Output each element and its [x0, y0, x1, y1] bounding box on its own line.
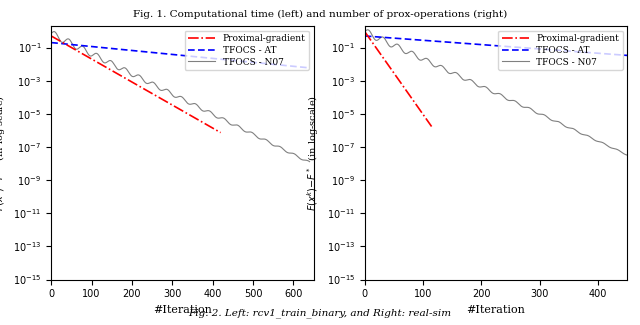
- TFOCS - AT: [486, 43, 493, 47]
- TFOCS - N07: [482, 85, 490, 89]
- Line: TFOCS - N07: TFOCS - N07: [51, 32, 310, 162]
- Line: TFOCS - N07: TFOCS - N07: [365, 30, 627, 155]
- TFOCS - AT: [361, 34, 369, 38]
- TFOCS - N07: [616, 149, 623, 153]
- Proximal-gradient: [55, 38, 63, 42]
- TFOCS - N07: [361, 30, 369, 34]
- TFOCS - N07: [623, 153, 631, 157]
- Line: TFOCS - AT: TFOCS - AT: [365, 36, 627, 55]
- Proximal-gradient: [72, 48, 79, 52]
- TFOCS - N07: [47, 32, 55, 35]
- Text: Fig. 2. Left: rcv1_train_binary, and Right: real-sim: Fig. 2. Left: rcv1_train_binary, and Rig…: [188, 309, 452, 318]
- TFOCS - N07: [251, 133, 259, 136]
- Proximal-gradient: [47, 34, 55, 38]
- TFOCS - N07: [50, 30, 58, 33]
- Y-axis label: $F(x^k){-}F^*$  (in log-scale): $F(x^k){-}F^*$ (in log-scale): [0, 95, 8, 211]
- TFOCS - N07: [489, 91, 497, 95]
- Proximal-gradient: [125, 79, 133, 83]
- TFOCS - AT: [487, 43, 495, 47]
- TFOCS - N07: [616, 149, 623, 153]
- TFOCS - AT: [122, 48, 129, 52]
- X-axis label: #Iteration: #Iteration: [467, 305, 525, 315]
- TFOCS - AT: [72, 43, 79, 47]
- Text: Fig. 1. Computational time (left) and number of prox-operations (right): Fig. 1. Computational time (left) and nu…: [133, 10, 507, 19]
- TFOCS - AT: [623, 53, 631, 57]
- TFOCS - AT: [576, 50, 584, 54]
- TFOCS - N07: [374, 38, 382, 42]
- Legend: Proximal-gradient, TFOCS - AT, TFOCS - N07: Proximal-gradient, TFOCS - AT, TFOCS - N…: [185, 31, 309, 70]
- TFOCS - AT: [47, 41, 55, 45]
- Y-axis label: $F(x^k){-}F^*$  (in log-scale): $F(x^k){-}F^*$ (in log-scale): [305, 95, 321, 211]
- Line: TFOCS - AT: TFOCS - AT: [51, 43, 310, 68]
- Legend: Proximal-gradient, TFOCS - AT, TFOCS - N07: Proximal-gradient, TFOCS - AT, TFOCS - N…: [499, 31, 623, 70]
- TFOCS - AT: [198, 56, 206, 59]
- TFOCS - N07: [298, 158, 306, 162]
- Proximal-gradient: [361, 30, 369, 34]
- Proximal-gradient: [198, 120, 206, 124]
- TFOCS - N07: [173, 95, 180, 99]
- X-axis label: #Iteration: #Iteration: [153, 305, 212, 315]
- TFOCS - AT: [503, 45, 511, 48]
- TFOCS - AT: [306, 66, 314, 70]
- TFOCS - AT: [55, 41, 63, 45]
- TFOCS - N07: [61, 39, 68, 43]
- Line: Proximal-gradient: Proximal-gradient: [365, 32, 431, 126]
- TFOCS - AT: [236, 59, 244, 63]
- Proximal-gradient: [122, 76, 129, 80]
- TFOCS - N07: [568, 126, 575, 130]
- TFOCS - N07: [306, 160, 314, 163]
- TFOCS - AT: [125, 48, 133, 52]
- TFOCS - N07: [166, 90, 174, 94]
- TFOCS - AT: [617, 53, 625, 57]
- TFOCS - AT: [517, 46, 525, 49]
- TFOCS - N07: [298, 158, 306, 162]
- TFOCS - N07: [364, 28, 372, 32]
- Line: Proximal-gradient: Proximal-gradient: [51, 36, 221, 133]
